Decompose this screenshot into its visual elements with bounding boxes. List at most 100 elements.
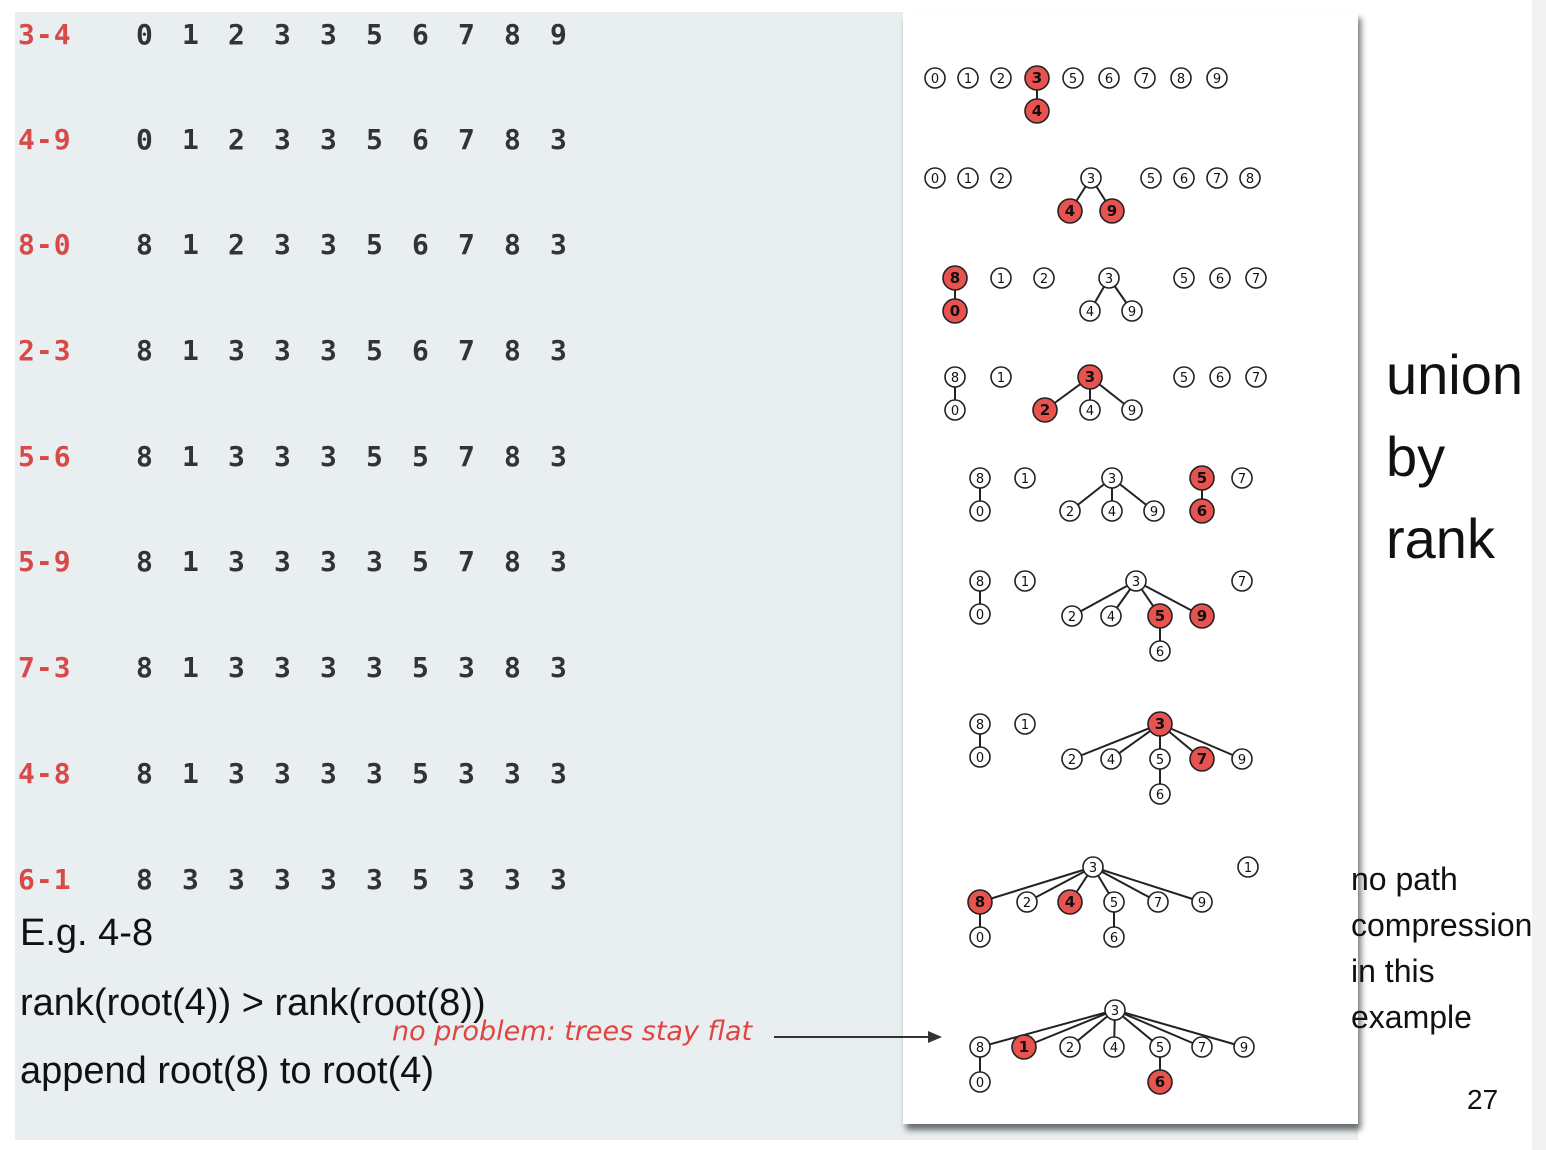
tree-node — [1231, 570, 1253, 592]
tree-node — [990, 167, 1012, 189]
tree-edge — [1159, 723, 1243, 760]
node-label: 8 — [951, 371, 959, 386]
trace-row: 4-8 8 1 3 3 3 3 5 3 3 3 — [18, 753, 596, 793]
node-label: 7 — [1197, 750, 1207, 768]
node-label: 4 — [1110, 1041, 1118, 1056]
union-operation-label: 4-8 — [18, 756, 72, 790]
node-label: 0 — [931, 72, 939, 87]
node-label: 4 — [1065, 202, 1075, 220]
node-label: 4 — [1086, 404, 1094, 419]
node-label: 3 — [1155, 715, 1165, 733]
trace-row: 8-0 8 1 2 3 3 5 6 7 8 3 — [18, 224, 596, 264]
node-label: 9 — [1198, 896, 1206, 911]
parent-array-cell: 3 — [274, 544, 291, 578]
parent-array-cell: 3 — [458, 862, 475, 896]
parent-array-cell: 5 — [412, 862, 429, 896]
tree-node — [990, 366, 1012, 388]
node-label: 2 — [1066, 505, 1074, 520]
title-word-rank: rank — [1386, 507, 1495, 570]
tree-node — [1191, 1036, 1213, 1058]
trace-row: 7-3 8 1 3 3 3 3 5 3 8 3 — [18, 647, 596, 687]
node-label: 2 — [1040, 401, 1050, 419]
side-note-line-3: in this — [1351, 953, 1435, 989]
tree-node — [1140, 167, 1162, 189]
parent-array-cell: 3 — [182, 862, 199, 896]
parent-array-cell: 8 — [504, 544, 521, 578]
parent-array-cell: 3 — [228, 650, 245, 684]
tree-node — [1059, 1036, 1081, 1058]
annotation-arrow — [774, 1031, 942, 1043]
tree-snapshot: 8 0 1 3 2 4 9 5 6 7 — [944, 364, 1267, 423]
parent-array-cell: 3 — [320, 544, 337, 578]
trace-row: 3-4 0 1 2 3 3 5 6 7 8 9 — [18, 14, 596, 54]
tree-node — [957, 167, 979, 189]
tree-node — [969, 570, 991, 592]
parent-array-cell: 9 — [550, 17, 567, 51]
tree-node — [1245, 267, 1267, 289]
tree-node — [1206, 67, 1228, 89]
node-label: 9 — [1107, 202, 1117, 220]
highlighted-node — [1147, 1069, 1173, 1095]
tree-node — [1014, 570, 1036, 592]
node-label: 9 — [1238, 753, 1246, 768]
parent-array-cell: 5 — [366, 122, 383, 156]
parent-array-cell: 3 — [228, 333, 245, 367]
side-note: no path compression in this example — [1351, 856, 1532, 1040]
node-label: 1 — [1021, 718, 1029, 733]
node-label: 0 — [976, 505, 984, 520]
tree-snapshot: 0 1 2 3 4 5 6 7 8 9 — [924, 65, 1228, 124]
tree-node — [1231, 467, 1253, 489]
node-label: 2 — [997, 72, 1005, 87]
node-label: 7 — [1238, 472, 1246, 487]
highlighted-node — [1147, 603, 1173, 629]
tree-edge — [1071, 580, 1137, 617]
node-label: 9 — [1128, 404, 1136, 419]
parent-array-cell: 5 — [366, 17, 383, 51]
node-label: 9 — [1128, 305, 1136, 320]
highlighted-node — [942, 265, 968, 291]
parent-array-cell: 5 — [412, 544, 429, 578]
tree-node — [1125, 570, 1147, 592]
node-label: 0 — [976, 931, 984, 946]
parent-array-cell: 8 — [136, 227, 153, 261]
tree-node — [1079, 399, 1101, 421]
parent-array-cell: 3 — [366, 862, 383, 896]
parent-array-cell: 6 — [412, 17, 429, 51]
highlighted-node — [1189, 465, 1215, 491]
parent-array-cell: 8 — [504, 227, 521, 261]
parent-array-cell: 8 — [504, 17, 521, 51]
node-label: 3 — [1085, 368, 1095, 386]
parent-array-cell: 1 — [182, 650, 199, 684]
parent-array-cell: 3 — [228, 544, 245, 578]
tree-node — [1082, 856, 1104, 878]
node-label: 1 — [964, 72, 972, 87]
tree-node — [1245, 366, 1267, 388]
node-label: 6 — [1180, 172, 1188, 187]
node-label: 1 — [964, 172, 972, 187]
tree-node — [1149, 783, 1171, 805]
tree-node — [1061, 748, 1083, 770]
node-label: 5 — [1156, 753, 1164, 768]
side-note-line-2: compression — [1351, 907, 1533, 943]
node-label: 3 — [1105, 272, 1113, 287]
node-label: 5 — [1147, 172, 1155, 187]
parent-array-cell: 0 — [136, 122, 153, 156]
highlighted-node — [1099, 198, 1125, 224]
parent-array-cell: 3 — [320, 862, 337, 896]
tree-node — [1061, 605, 1083, 627]
highlighted-node — [1032, 397, 1058, 423]
parent-array-cell: 3 — [274, 17, 291, 51]
tree-node — [1173, 267, 1195, 289]
node-label: 4 — [1086, 305, 1094, 320]
tree-node — [1170, 67, 1192, 89]
parent-array-cell: 8 — [504, 333, 521, 367]
node-label: 3 — [1087, 172, 1095, 187]
union-operation-label: 6-1 — [18, 862, 72, 896]
parent-array-cell: 3 — [320, 333, 337, 367]
tree-edge — [1114, 1009, 1203, 1048]
parent-array-cell: 3 — [274, 862, 291, 896]
parent-array-cell: 5 — [366, 333, 383, 367]
node-label: 6 — [1110, 931, 1118, 946]
tree-node — [1239, 167, 1261, 189]
